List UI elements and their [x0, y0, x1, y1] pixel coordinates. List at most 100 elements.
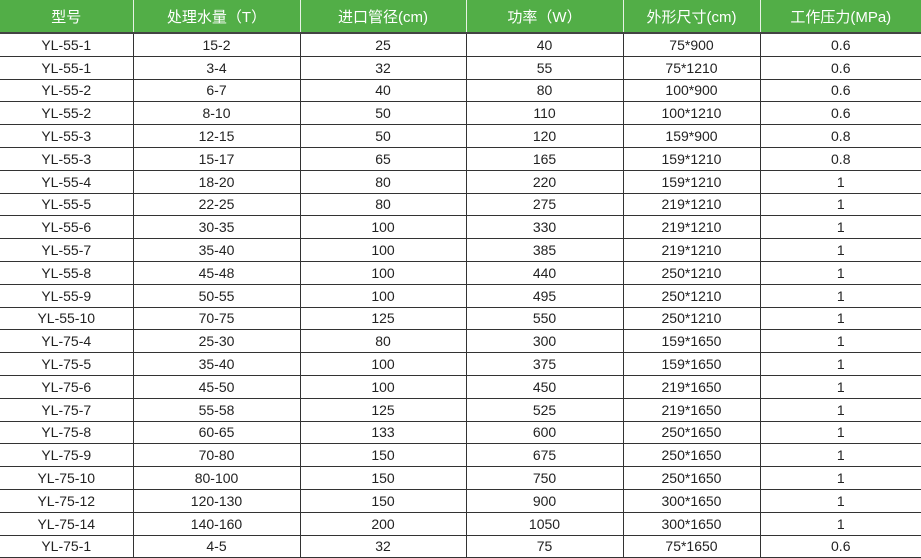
cell-dimensions: 159*900 [622, 124, 760, 148]
cell-model: YL-55-3 [0, 147, 133, 171]
cell-inlet-diameter: 32 [299, 56, 466, 80]
cell-model: YL-55-5 [0, 193, 133, 217]
cell-dimensions: 250*1650 [622, 421, 760, 445]
cell-inlet-diameter: 100 [299, 375, 466, 399]
cell-power: 275 [465, 193, 623, 217]
cell-dimensions: 250*1210 [622, 307, 760, 331]
cell-inlet-diameter: 100 [299, 215, 466, 240]
cell-model: YL-75-5 [0, 352, 133, 376]
cell-inlet-diameter: 100 [299, 352, 466, 376]
cell-pressure: 1 [759, 443, 921, 468]
cell-power: 75 [465, 535, 623, 558]
cell-model: YL-75-7 [0, 398, 133, 422]
cell-dimensions: 219*1210 [622, 193, 760, 217]
cell-inlet-diameter: 32 [299, 535, 466, 558]
cell-model: YL-55-2 [0, 101, 133, 126]
cell-pressure: 0.6 [759, 56, 921, 80]
cell-power: 55 [465, 56, 623, 80]
header-capacity: 处理水量（T） [132, 0, 300, 34]
table-row: YL-75-1 4-5 32 75 75*1650 0.6 [0, 535, 921, 558]
cell-dimensions: 300*1650 [622, 512, 760, 536]
cell-pressure: 1 [759, 352, 921, 376]
cell-pressure: 1 [759, 421, 921, 445]
cell-pressure: 1 [759, 329, 921, 354]
table-row: YL-55-3 15-17 65 165 159*1210 0.8 [0, 147, 921, 171]
cell-power: 385 [465, 238, 623, 262]
cell-inlet-diameter: 150 [299, 466, 466, 490]
cell-model: YL-55-10 [0, 307, 133, 331]
header-power: 功率（W） [465, 0, 623, 34]
cell-dimensions: 250*1650 [622, 466, 760, 490]
cell-inlet-diameter: 80 [299, 329, 466, 354]
table-row: YL-55-10 70-75 125 550 250*1210 1 [0, 307, 921, 331]
cell-pressure: 1 [759, 466, 921, 490]
cell-dimensions: 219*1210 [622, 238, 760, 262]
cell-dimensions: 250*1210 [622, 261, 760, 285]
cell-power: 220 [465, 170, 623, 194]
table-row: YL-75-6 45-50 100 450 219*1650 1 [0, 375, 921, 399]
cell-pressure: 0.6 [759, 101, 921, 126]
cell-inlet-diameter: 80 [299, 193, 466, 217]
cell-power: 1050 [465, 512, 623, 536]
cell-capacity: 140-160 [132, 512, 300, 536]
cell-capacity: 6-7 [132, 79, 300, 103]
cell-capacity: 70-80 [132, 443, 300, 468]
cell-inlet-diameter: 50 [299, 124, 466, 148]
table-row: YL-55-6 30-35 100 330 219*1210 1 [0, 215, 921, 240]
cell-inlet-diameter: 100 [299, 284, 466, 308]
cell-dimensions: 300*1650 [622, 489, 760, 513]
cell-model: YL-55-6 [0, 215, 133, 240]
cell-inlet-diameter: 125 [299, 398, 466, 422]
cell-power: 900 [465, 489, 623, 513]
cell-dimensions: 75*1650 [622, 535, 760, 558]
cell-pressure: 1 [759, 398, 921, 422]
cell-power: 40 [465, 33, 623, 57]
cell-pressure: 1 [759, 238, 921, 262]
cell-dimensions: 159*1210 [622, 170, 760, 194]
cell-pressure: 1 [759, 375, 921, 399]
table-row: YL-75-12 120-130 150 900 300*1650 1 [0, 489, 921, 513]
cell-inlet-diameter: 65 [299, 147, 466, 171]
table-row: YL-75-8 60-65 133 600 250*1650 1 [0, 421, 921, 445]
cell-inlet-diameter: 125 [299, 307, 466, 331]
cell-model: YL-55-9 [0, 284, 133, 308]
cell-model: YL-75-10 [0, 466, 133, 490]
cell-capacity: 50-55 [132, 284, 300, 308]
cell-inlet-diameter: 25 [299, 33, 466, 57]
header-pressure: 工作压力(MPa) [759, 0, 921, 34]
cell-power: 495 [465, 284, 623, 308]
cell-capacity: 70-75 [132, 307, 300, 331]
table-row: YL-55-7 35-40 100 385 219*1210 1 [0, 238, 921, 262]
table-row: YL-55-4 18-20 80 220 159*1210 1 [0, 170, 921, 194]
header-row: 型号 处理水量（T） 进口管径(cm) 功率（W） 外形尺寸(cm) 工作压力(MPa) [0, 0, 921, 34]
cell-pressure: 1 [759, 512, 921, 536]
cell-dimensions: 100*900 [622, 79, 760, 103]
cell-model: YL-75-6 [0, 375, 133, 399]
cell-model: YL-75-12 [0, 489, 133, 513]
cell-power: 440 [465, 261, 623, 285]
cell-model: YL-75-9 [0, 443, 133, 468]
cell-power: 80 [465, 79, 623, 103]
table-row: YL-55-3 12-15 50 120 159*900 0.8 [0, 124, 921, 148]
table-row: YL-75-5 35-40 100 375 159*1650 1 [0, 352, 921, 376]
cell-model: YL-55-1 [0, 33, 133, 57]
cell-power: 450 [465, 375, 623, 399]
table-row: YL-55-9 50-55 100 495 250*1210 1 [0, 284, 921, 308]
cell-power: 330 [465, 215, 623, 240]
table-row: YL-75-10 80-100 150 750 250*1650 1 [0, 466, 921, 490]
cell-dimensions: 159*1650 [622, 352, 760, 376]
cell-dimensions: 250*1650 [622, 443, 760, 468]
cell-model: YL-75-14 [0, 512, 133, 536]
cell-model: YL-75-1 [0, 535, 133, 558]
cell-pressure: 0.6 [759, 535, 921, 558]
cell-model: YL-75-4 [0, 329, 133, 354]
table-row: YL-55-1 15-2 25 40 75*900 0.6 [0, 33, 921, 57]
cell-power: 525 [465, 398, 623, 422]
cell-power: 120 [465, 124, 623, 148]
cell-inlet-diameter: 150 [299, 443, 466, 468]
cell-power: 110 [465, 101, 623, 126]
cell-pressure: 1 [759, 307, 921, 331]
cell-power: 550 [465, 307, 623, 331]
table-row: YL-75-4 25-30 80 300 159*1650 1 [0, 329, 921, 354]
